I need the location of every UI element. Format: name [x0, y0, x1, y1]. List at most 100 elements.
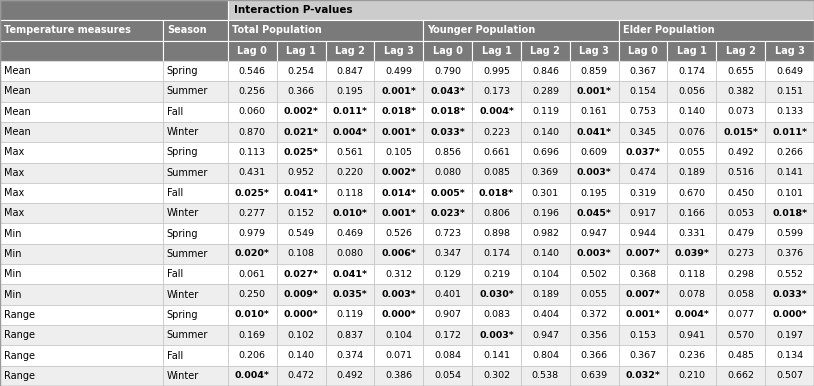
Text: 0.104: 0.104: [385, 331, 413, 340]
Bar: [667, 223, 716, 244]
Bar: [423, 305, 472, 325]
Text: 0.055: 0.055: [580, 290, 608, 299]
Bar: [0, 305, 163, 325]
Bar: [716, 244, 765, 264]
Text: Lag 0: Lag 0: [238, 46, 267, 56]
Text: 0.009*: 0.009*: [284, 290, 318, 299]
Text: 0.058: 0.058: [727, 290, 755, 299]
Text: 0.220: 0.220: [336, 168, 364, 177]
Text: 0.154: 0.154: [629, 87, 657, 96]
Bar: [374, 163, 423, 183]
Text: 0.169: 0.169: [239, 331, 266, 340]
Bar: [326, 122, 374, 142]
Bar: [0, 183, 163, 203]
Bar: [228, 284, 277, 305]
Bar: [667, 81, 716, 102]
Bar: [472, 305, 521, 325]
Bar: [163, 61, 228, 81]
Text: 0.847: 0.847: [336, 67, 364, 76]
Text: 0.020*: 0.020*: [235, 249, 269, 259]
Bar: [374, 41, 423, 61]
Bar: [228, 142, 277, 163]
Text: 0.266: 0.266: [776, 148, 803, 157]
Bar: [374, 122, 423, 142]
Text: Winter: Winter: [167, 208, 199, 218]
Bar: [374, 366, 423, 386]
Bar: [423, 142, 472, 163]
Bar: [163, 305, 228, 325]
Bar: [765, 102, 814, 122]
Bar: [716, 325, 765, 345]
Text: 0.538: 0.538: [532, 371, 559, 380]
Bar: [570, 203, 619, 223]
Text: 0.995: 0.995: [483, 67, 510, 76]
Bar: [163, 81, 228, 102]
Text: 0.670: 0.670: [678, 188, 706, 198]
Text: 0.507: 0.507: [776, 371, 803, 380]
Bar: [277, 81, 326, 102]
Bar: [570, 183, 619, 203]
Text: 0.033*: 0.033*: [431, 127, 465, 137]
Text: 0.898: 0.898: [483, 229, 510, 238]
Bar: [570, 366, 619, 386]
Text: 0.041*: 0.041*: [577, 127, 611, 137]
Bar: [472, 41, 521, 61]
Bar: [163, 264, 228, 284]
Text: 0.189: 0.189: [532, 290, 559, 299]
Text: 0.004*: 0.004*: [479, 107, 514, 116]
Bar: [326, 284, 374, 305]
Bar: [326, 325, 374, 345]
Bar: [472, 203, 521, 223]
Bar: [521, 102, 570, 122]
Text: 0.061: 0.061: [239, 270, 266, 279]
Text: 0.001*: 0.001*: [382, 209, 416, 218]
Bar: [472, 102, 521, 122]
Text: 0.023*: 0.023*: [431, 209, 465, 218]
Text: Lag 2: Lag 2: [335, 46, 365, 56]
Bar: [228, 183, 277, 203]
Text: Spring: Spring: [167, 229, 199, 239]
Bar: [228, 81, 277, 102]
Text: 0.273: 0.273: [727, 249, 755, 259]
Bar: [163, 142, 228, 163]
Bar: [765, 366, 814, 386]
Bar: [228, 61, 277, 81]
Bar: [765, 122, 814, 142]
Bar: [570, 142, 619, 163]
Bar: [521, 284, 570, 305]
Text: 0.219: 0.219: [483, 270, 510, 279]
Bar: [326, 183, 374, 203]
Bar: [374, 244, 423, 264]
Text: 0.003*: 0.003*: [479, 331, 514, 340]
Bar: [228, 366, 277, 386]
Text: Lag 2: Lag 2: [531, 46, 560, 56]
Text: 0.053: 0.053: [727, 209, 755, 218]
Bar: [277, 203, 326, 223]
Bar: [277, 223, 326, 244]
Bar: [472, 325, 521, 345]
Bar: [570, 102, 619, 122]
Text: 0.080: 0.080: [336, 249, 364, 259]
Text: Spring: Spring: [167, 310, 199, 320]
Bar: [765, 81, 814, 102]
Text: 0.661: 0.661: [483, 148, 510, 157]
Text: 0.859: 0.859: [580, 67, 608, 76]
Bar: [163, 223, 228, 244]
Text: 0.001*: 0.001*: [626, 310, 660, 319]
Text: 0.450: 0.450: [727, 188, 755, 198]
Text: 0.649: 0.649: [776, 67, 803, 76]
Text: Lag 0: Lag 0: [433, 46, 462, 56]
Text: 0.195: 0.195: [336, 87, 364, 96]
Text: 0.119: 0.119: [532, 107, 559, 116]
Bar: [667, 122, 716, 142]
Bar: [472, 264, 521, 284]
Bar: [163, 284, 228, 305]
Text: Range: Range: [4, 350, 35, 361]
Bar: [570, 122, 619, 142]
Bar: [716, 102, 765, 122]
Bar: [0, 41, 163, 61]
Bar: [570, 345, 619, 366]
Bar: [619, 366, 667, 386]
Bar: [326, 41, 374, 61]
Text: 0.723: 0.723: [434, 229, 462, 238]
